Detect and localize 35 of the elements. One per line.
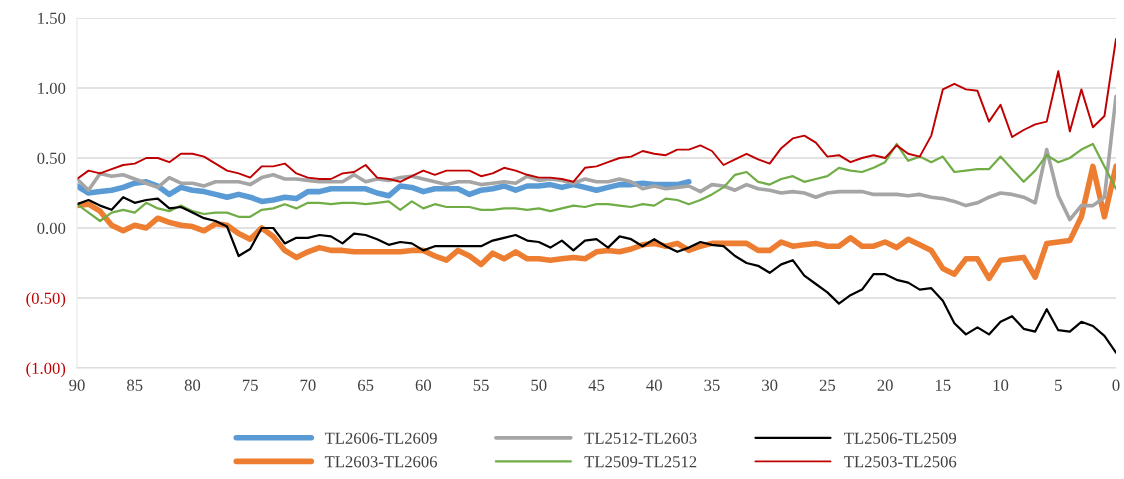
legend-label: TL2509-TL2512: [584, 456, 697, 468]
x-tick-label: 0: [1112, 379, 1120, 391]
legend-label: TL2603-TL2606: [324, 456, 438, 468]
y-tick-label: 0.50: [37, 152, 66, 165]
legend-label: TL2606-TL2609: [324, 432, 437, 444]
y-tick-label: 1.50: [38, 12, 66, 25]
x-tick-label: 10: [993, 379, 1009, 391]
legend-label: TL2503-TL2506: [844, 456, 957, 468]
legend-label: TL2512-TL2603: [584, 432, 697, 444]
y-tick-label: (0.50): [26, 292, 66, 308]
x-tick-label: 90: [69, 379, 85, 391]
x-tick-label: 20: [877, 379, 893, 391]
x-tick-label: 5: [1055, 379, 1062, 391]
y-tick-label: 0.00: [37, 222, 66, 235]
line-series: [77, 38, 1116, 183]
x-tick-label: 85: [127, 379, 143, 391]
x-tick-label: 50: [531, 379, 547, 391]
x-tick-label: 60: [415, 379, 432, 391]
x-tick-label: 75: [242, 379, 258, 391]
x-tick-label: 80: [184, 379, 201, 391]
x-tick-label: 30: [762, 379, 778, 391]
line-series: [77, 142, 1116, 223]
x-tick-label: 45: [588, 379, 605, 391]
y-tick-label: (1.00): [26, 362, 66, 378]
x-tick-label: 15: [935, 379, 951, 391]
x-tick-label: 40: [646, 379, 662, 391]
x-tick-label: 65: [357, 379, 374, 391]
y-tick-label: 1.00: [38, 82, 66, 95]
x-tick-label: 70: [300, 379, 316, 391]
x-tick-label: 35: [704, 379, 720, 391]
x-tick-label: 55: [473, 379, 489, 391]
x-tick-label: 25: [819, 379, 836, 391]
line-series: [77, 196, 1116, 354]
line-series: [77, 94, 1116, 222]
legend-label: TL2506-TL2509: [844, 432, 957, 444]
